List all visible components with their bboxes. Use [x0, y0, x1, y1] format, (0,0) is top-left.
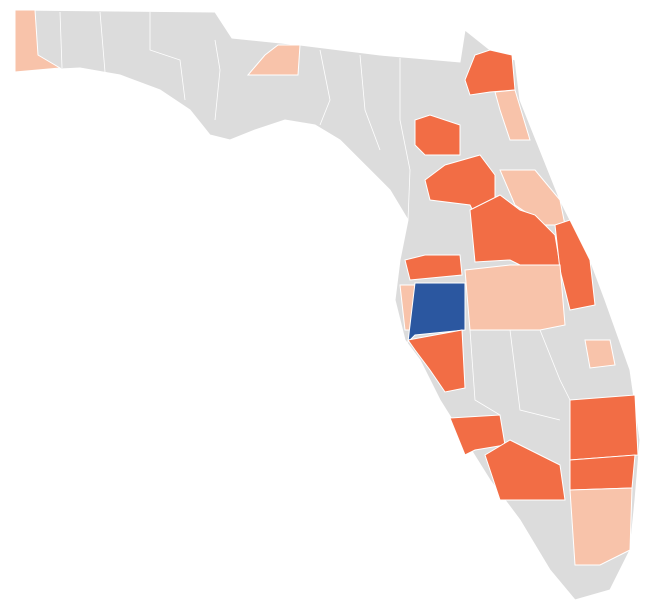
county: [569, 487, 633, 566]
county: [404, 254, 463, 281]
county-border: [359, 54, 381, 151]
county: [407, 282, 466, 344]
county: [584, 339, 616, 369]
county: [449, 414, 506, 456]
county-border: [59, 11, 63, 69]
county: [494, 89, 531, 141]
county-border: [319, 49, 331, 126]
counties: [14, 9, 639, 566]
county: [407, 329, 466, 393]
county: [464, 49, 516, 96]
county: [464, 264, 566, 331]
county-border: [214, 39, 221, 121]
county: [246, 44, 301, 76]
county-border: [469, 329, 501, 416]
county: [569, 394, 639, 461]
county-borders: [59, 11, 571, 421]
county-border: [149, 12, 186, 101]
county-border: [99, 11, 106, 73]
county: [14, 9, 62, 73]
county-border: [509, 329, 561, 421]
county: [414, 114, 461, 156]
county: [569, 454, 636, 491]
county: [484, 439, 566, 501]
county-border: [539, 329, 571, 401]
county-border: [399, 58, 411, 221]
